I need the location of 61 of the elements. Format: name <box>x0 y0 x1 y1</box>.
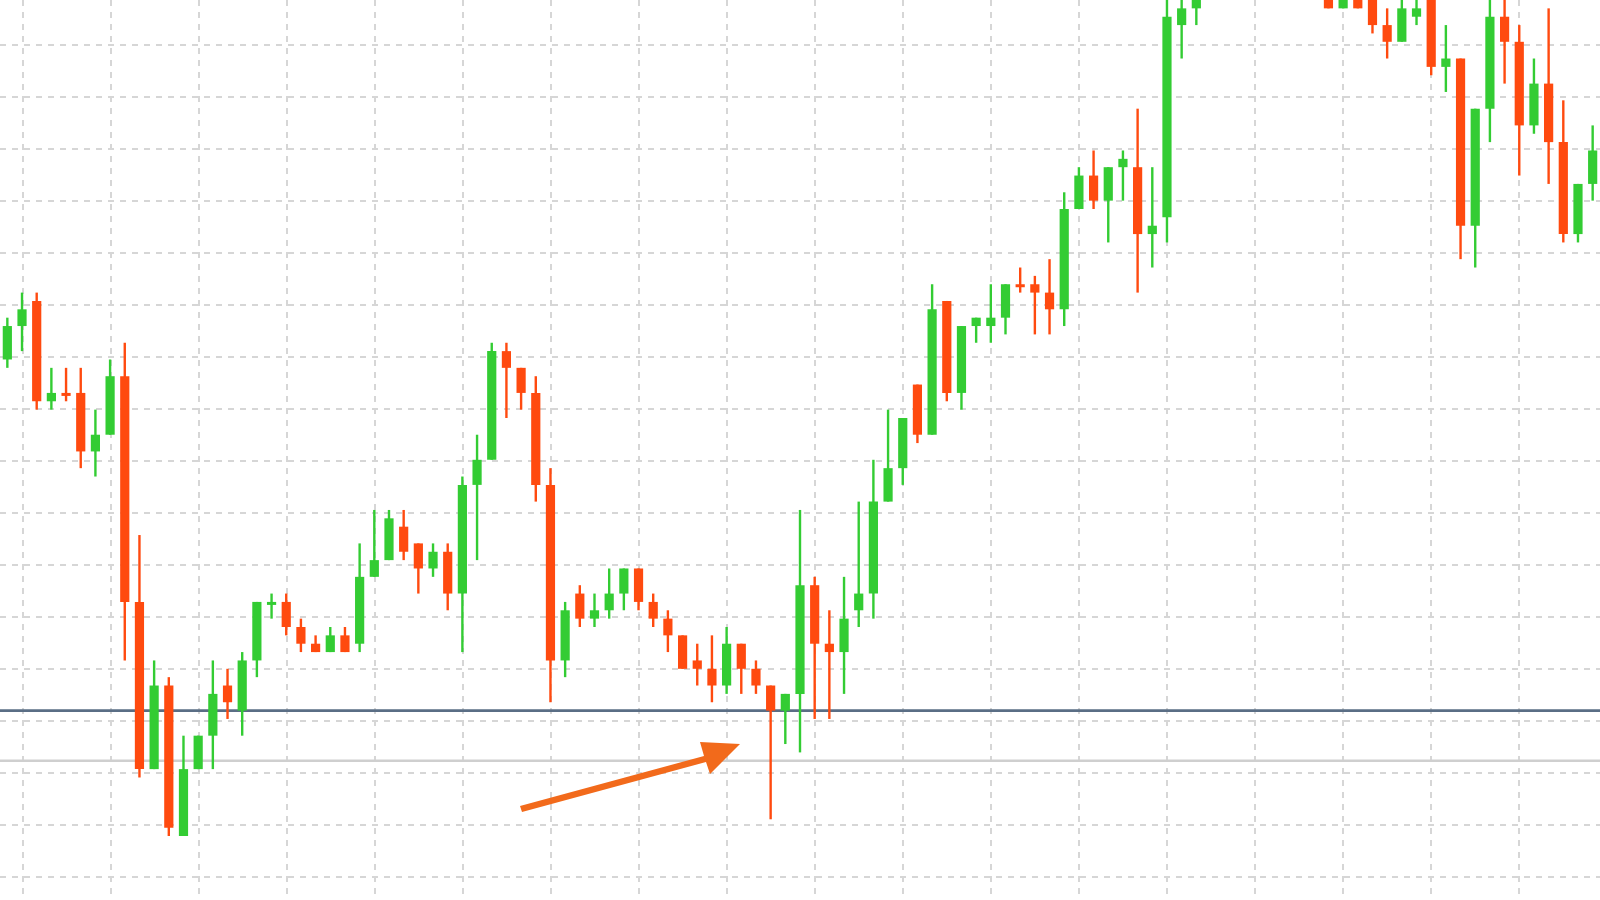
candlestick <box>971 316 981 344</box>
candlestick <box>1499 0 1510 85</box>
candlestick <box>90 408 101 478</box>
candlestick <box>575 584 585 629</box>
candlestick <box>751 659 761 696</box>
candlestick <box>1588 124 1598 202</box>
candlestick <box>766 684 776 821</box>
candlestick <box>736 642 746 696</box>
candlestick <box>1074 166 1084 211</box>
candlestick <box>501 341 512 420</box>
candlestick <box>1030 274 1040 336</box>
candlestick <box>340 625 350 654</box>
candlestick <box>399 508 409 562</box>
candlestick <box>883 408 893 503</box>
candlestick <box>663 609 673 654</box>
candlestick <box>222 667 233 721</box>
candlestick <box>413 542 423 595</box>
candlestick <box>780 692 790 746</box>
candlestick <box>986 283 996 344</box>
candlestick <box>589 592 600 629</box>
candlestick <box>369 508 379 579</box>
candlestick <box>854 500 864 629</box>
candlestick <box>648 592 658 629</box>
candlestick <box>824 609 834 721</box>
candlestick <box>208 659 218 771</box>
candlestick <box>1118 149 1128 202</box>
candlestick <box>266 592 277 620</box>
candlestick <box>2 316 12 370</box>
candlestick <box>692 642 702 687</box>
candlestick <box>325 625 335 654</box>
candlestick <box>1441 23 1451 94</box>
candlestick <box>1103 166 1113 244</box>
candlestick <box>384 508 394 562</box>
candlestick <box>1529 57 1539 135</box>
candlestick <box>1382 7 1392 60</box>
candlestick <box>281 592 291 637</box>
candlestick <box>296 617 306 654</box>
candlestick <box>17 291 27 353</box>
candlestick <box>472 433 482 562</box>
candlestick <box>1088 149 1099 211</box>
candlestick <box>677 634 688 670</box>
candlestick <box>707 634 717 704</box>
candlestick <box>1411 0 1422 27</box>
candlestick <box>1015 266 1025 294</box>
candlestick <box>1367 0 1378 35</box>
candlestick <box>619 567 629 612</box>
candlestick <box>1000 283 1011 336</box>
candlestick <box>61 366 71 403</box>
candlestick <box>1147 166 1157 269</box>
candlestick <box>1177 0 1187 60</box>
candlestick <box>46 366 56 411</box>
candlestick <box>1397 0 1407 43</box>
candlestick <box>428 542 438 579</box>
candlestick <box>722 625 732 696</box>
candlestick <box>633 567 644 612</box>
candlestick <box>604 567 614 620</box>
candlestick <box>1044 257 1055 336</box>
candlestick <box>839 575 849 696</box>
candlestick <box>1191 0 1201 27</box>
candlestick <box>443 542 453 612</box>
candlestick <box>516 366 526 411</box>
